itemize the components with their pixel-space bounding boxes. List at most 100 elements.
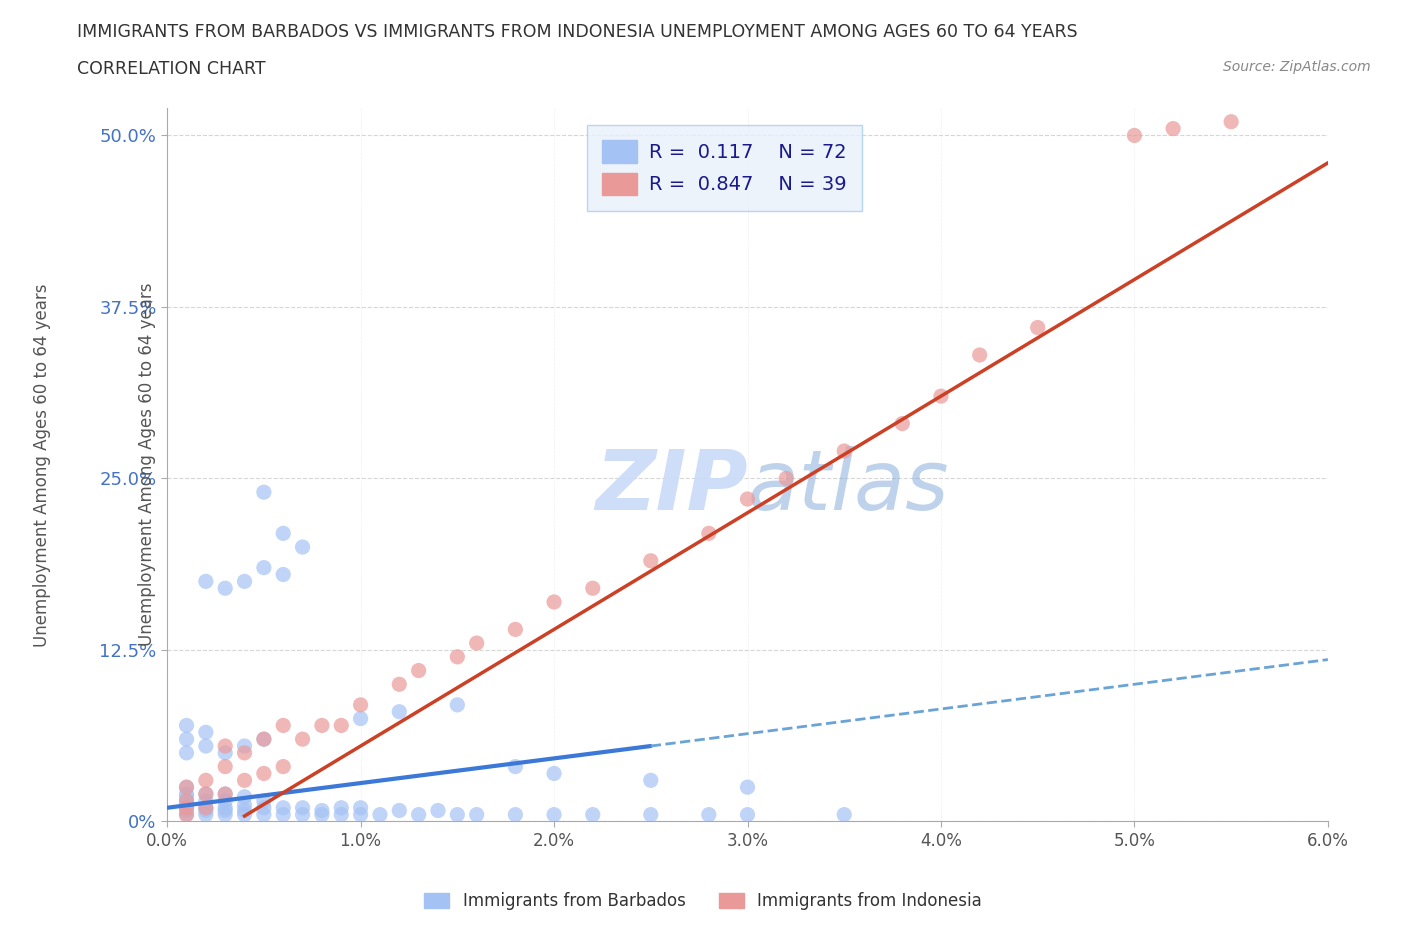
- Point: [465, 636, 488, 651]
- Point: [233, 807, 256, 822]
- Point: [349, 711, 371, 726]
- Point: [697, 807, 720, 822]
- Point: [408, 663, 430, 678]
- Point: [291, 801, 314, 816]
- Point: [233, 790, 256, 804]
- Point: [311, 804, 333, 818]
- Point: [176, 804, 198, 818]
- Point: [640, 773, 662, 788]
- Point: [194, 801, 217, 816]
- Point: [969, 348, 991, 363]
- Point: [214, 787, 236, 802]
- Point: [543, 766, 565, 781]
- Point: [176, 779, 198, 794]
- Point: [349, 698, 371, 712]
- Point: [194, 738, 217, 753]
- Point: [311, 807, 333, 822]
- Point: [194, 804, 217, 818]
- Legend: R =  0.117    N = 72, R =  0.847    N = 39: R = 0.117 N = 72, R = 0.847 N = 39: [586, 125, 862, 210]
- Point: [253, 485, 276, 499]
- Point: [214, 787, 236, 802]
- Point: [330, 718, 353, 733]
- Point: [465, 807, 488, 822]
- Point: [1123, 128, 1146, 143]
- Point: [271, 801, 294, 816]
- Point: [253, 793, 276, 808]
- Point: [737, 807, 759, 822]
- Point: [543, 807, 565, 822]
- Point: [233, 738, 256, 753]
- Point: [214, 759, 236, 774]
- Point: [194, 773, 217, 788]
- Text: atlas: atlas: [748, 445, 949, 526]
- Point: [737, 779, 759, 794]
- Point: [176, 793, 198, 808]
- Point: [582, 581, 605, 596]
- Point: [368, 807, 391, 822]
- Point: [291, 539, 314, 554]
- Point: [176, 807, 198, 822]
- Point: [330, 801, 353, 816]
- Point: [291, 732, 314, 747]
- Text: ZIP: ZIP: [595, 445, 748, 526]
- Point: [1220, 114, 1243, 129]
- Point: [291, 807, 314, 822]
- Point: [640, 553, 662, 568]
- Point: [194, 793, 217, 808]
- Legend: Immigrants from Barbados, Immigrants from Indonesia: Immigrants from Barbados, Immigrants fro…: [418, 885, 988, 917]
- Point: [194, 574, 217, 589]
- Point: [1161, 121, 1184, 136]
- Point: [233, 773, 256, 788]
- Point: [214, 804, 236, 818]
- Point: [505, 807, 527, 822]
- Point: [408, 807, 430, 822]
- Point: [233, 746, 256, 761]
- Point: [832, 444, 855, 458]
- Point: [253, 732, 276, 747]
- Point: [176, 732, 198, 747]
- Point: [194, 807, 217, 822]
- Point: [446, 698, 468, 712]
- Point: [233, 804, 256, 818]
- Point: [176, 801, 198, 816]
- Point: [697, 525, 720, 540]
- Point: [214, 807, 236, 822]
- Point: [582, 807, 605, 822]
- Point: [505, 759, 527, 774]
- Point: [349, 807, 371, 822]
- Point: [446, 807, 468, 822]
- Point: [253, 732, 276, 747]
- Point: [233, 798, 256, 813]
- Point: [194, 724, 217, 739]
- Point: [505, 622, 527, 637]
- Point: [194, 787, 217, 802]
- Point: [214, 801, 236, 816]
- Point: [832, 807, 855, 822]
- Point: [176, 790, 198, 804]
- Point: [543, 594, 565, 609]
- Point: [271, 807, 294, 822]
- Point: [214, 746, 236, 761]
- Point: [311, 718, 333, 733]
- Point: [388, 804, 411, 818]
- Point: [775, 471, 797, 485]
- Point: [446, 649, 468, 664]
- Point: [349, 801, 371, 816]
- Point: [194, 787, 217, 802]
- Point: [253, 807, 276, 822]
- Point: [214, 793, 236, 808]
- Point: [194, 801, 217, 816]
- Point: [176, 718, 198, 733]
- Point: [1026, 320, 1049, 335]
- Point: [271, 525, 294, 540]
- Text: IMMIGRANTS FROM BARBADOS VS IMMIGRANTS FROM INDONESIA UNEMPLOYMENT AMONG AGES 60: IMMIGRANTS FROM BARBADOS VS IMMIGRANTS F…: [77, 23, 1078, 41]
- Point: [271, 718, 294, 733]
- Point: [176, 746, 198, 761]
- Text: Source: ZipAtlas.com: Source: ZipAtlas.com: [1223, 60, 1371, 74]
- Point: [214, 581, 236, 596]
- Point: [330, 807, 353, 822]
- Point: [929, 389, 952, 404]
- Point: [891, 416, 914, 431]
- Point: [176, 798, 198, 813]
- Point: [214, 738, 236, 753]
